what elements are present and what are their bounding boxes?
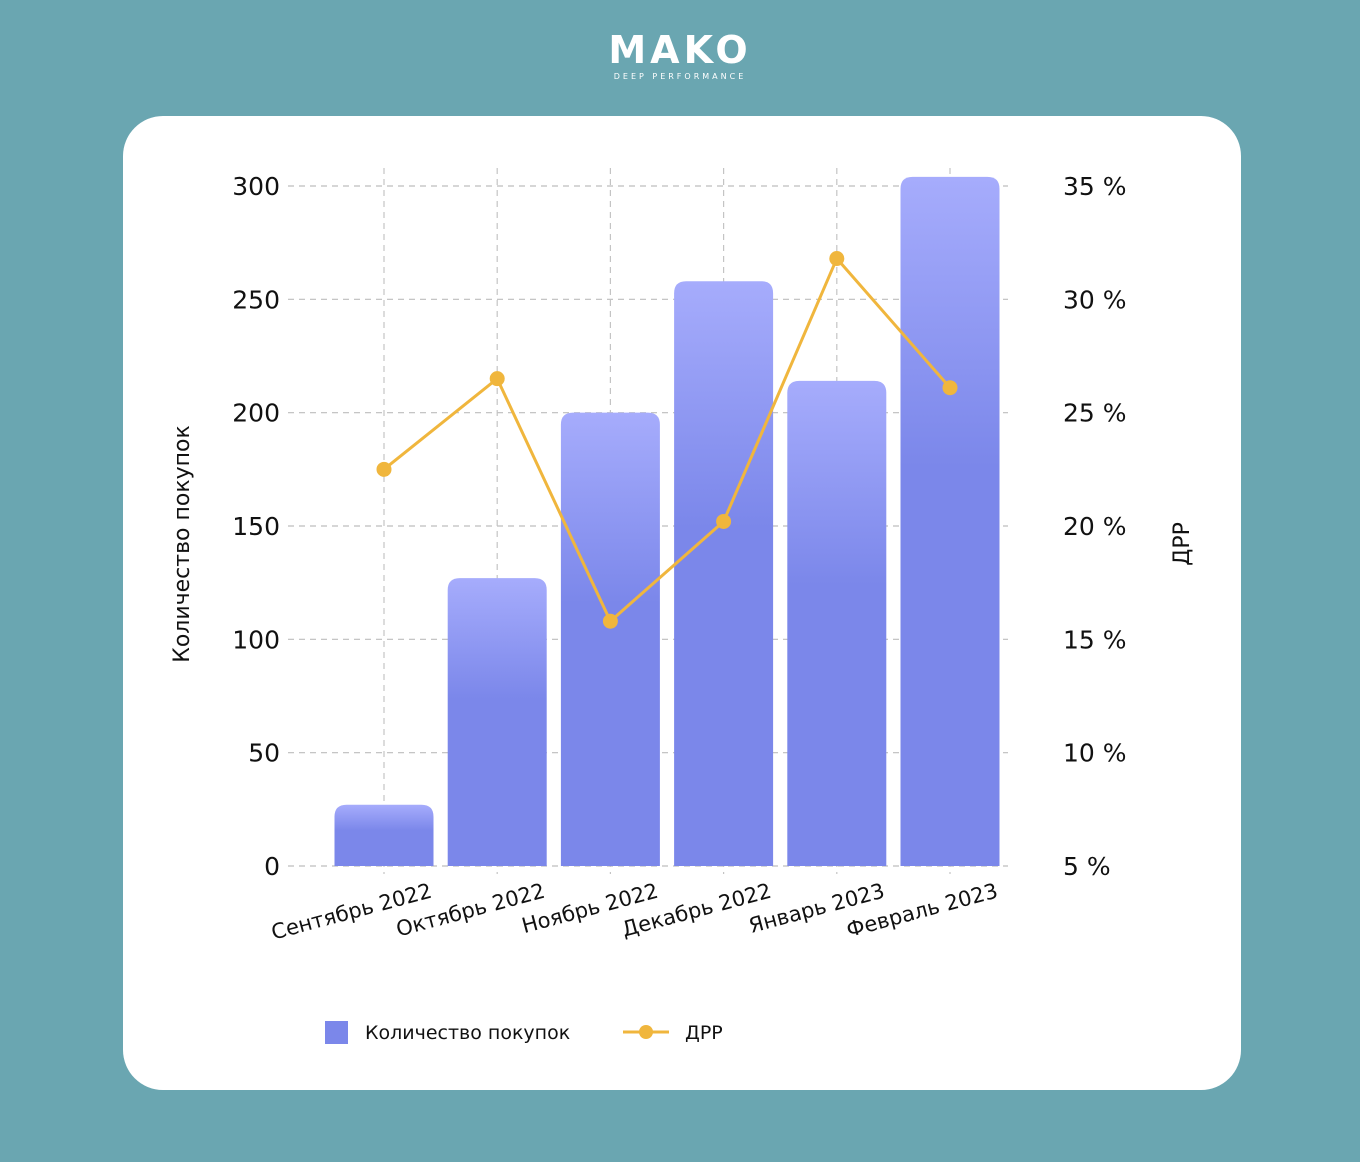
line-point	[716, 513, 732, 529]
y-axis-left-title: Количество покупок	[170, 425, 195, 663]
combo-chart: 0 50 100 150 200 250 300 5 % 10 % 15 % 20 % 25 % 30 …	[170, 168, 1195, 1044]
legend: Количество покупок ДРР	[325, 1021, 723, 1044]
legend-label-bars: Количество покупок	[365, 1022, 570, 1044]
y-right-tick-label: 20 %	[1063, 512, 1127, 541]
line-series	[376, 251, 958, 629]
bar-series	[334, 176, 1000, 866]
bar	[674, 281, 774, 866]
line-path	[383, 257, 952, 623]
chart-card: 0 50 100 150 200 250 300 5 % 10 % 15 % 20 % 25 % 30 …	[123, 116, 1241, 1090]
y-left-tick-label: 200	[232, 399, 280, 428]
y-left-tick-label: 50	[248, 739, 280, 768]
y-right-tick-label: 5 %	[1063, 852, 1111, 881]
y-right-tick-label: 35 %	[1063, 172, 1127, 201]
line-point	[829, 251, 845, 267]
brand-name: MAKO	[608, 28, 752, 72]
bar	[560, 412, 660, 866]
bar	[447, 578, 547, 866]
y-left-tick-label: 150	[232, 512, 280, 541]
legend-marker-line	[639, 1025, 653, 1039]
y-right-tick-label: 15 %	[1063, 625, 1127, 654]
y-right-tick-label: 30 %	[1063, 285, 1127, 314]
y-left-tick-label: 0	[264, 852, 280, 881]
y-right-tick-label: 10 %	[1063, 739, 1127, 768]
y-right-tick-label: 25 %	[1063, 399, 1127, 428]
bar	[334, 804, 434, 866]
brand-logo: MAKO DEEP PERFORMANCE	[0, 30, 1360, 81]
line-point	[942, 380, 958, 396]
legend-label-line: ДРР	[685, 1022, 723, 1044]
line-point	[602, 613, 618, 629]
line-point	[376, 461, 392, 477]
y-axis-right-title: ДРР	[1170, 522, 1195, 566]
bar	[787, 380, 887, 866]
y-left-tick-label: 100	[232, 625, 280, 654]
y-left-tick-label: 300	[232, 172, 280, 201]
brand-tagline: DEEP PERFORMANCE	[613, 72, 747, 81]
line-point	[489, 371, 505, 387]
legend-swatch-bars	[325, 1021, 348, 1044]
y-left-tick-label: 250	[232, 285, 280, 314]
bar	[900, 176, 1000, 866]
